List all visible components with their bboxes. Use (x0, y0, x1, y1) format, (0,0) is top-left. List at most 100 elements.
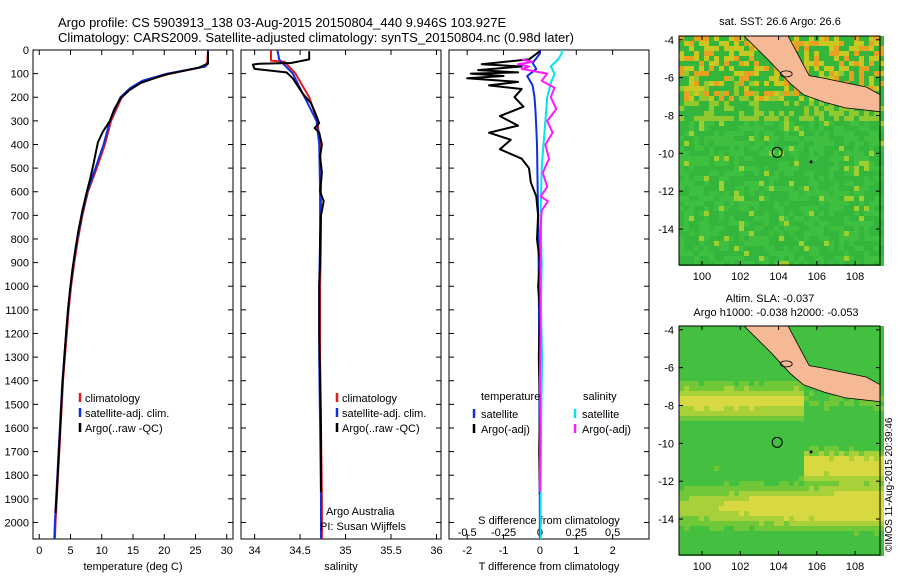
sla_map-island (809, 450, 813, 454)
diff-legend-label: satellite (481, 409, 518, 421)
sla_map-ytick-label: -10 (658, 438, 674, 450)
depth-tick-label: 1400 (5, 376, 29, 388)
sla_map-ytick-label: -4 (664, 325, 674, 337)
difference-frame (448, 49, 650, 540)
salinity-series-line (251, 51, 325, 492)
salinity-series-line (270, 50, 323, 539)
temperature-series-line (54, 51, 209, 514)
sla_map-frame (678, 325, 881, 556)
temperature-xtick-label: 25 (189, 545, 201, 557)
sst_map-xtick-label: 102 (731, 271, 749, 283)
sst_map-ytick-label: -14 (658, 224, 674, 236)
sla_map-ytick-label: -8 (664, 400, 674, 412)
temperature-xtick-label: 15 (127, 545, 139, 557)
diff-legend-label: satellite (582, 409, 619, 421)
sla_map-xtick-label: 102 (731, 561, 749, 573)
temperature-series-line (53, 49, 209, 540)
temperature-xtick-label: 10 (96, 545, 108, 557)
diff-legend-header-temp: temperature (481, 391, 540, 403)
argo-australia-label: Argo Australia (326, 506, 395, 518)
depth-tick-label: 1900 (5, 494, 29, 506)
difference-stick-label: 0.5 (605, 527, 620, 539)
depth-tick-label: 1600 (5, 423, 29, 435)
salinity-frame (240, 49, 442, 540)
sla_map-ytick-label: -14 (658, 514, 674, 526)
difference-series-line (539, 50, 563, 539)
salinity-xtick-label: 35.5 (380, 545, 401, 557)
sla_map-argo-marker (771, 436, 783, 448)
difference-xtick-label: -2 (462, 545, 472, 557)
sst_map-frame (678, 35, 881, 266)
difference-stick-label: -0.25 (491, 527, 516, 539)
sst_map-ytick-label: -10 (658, 148, 674, 160)
sst_map-ytick-label: -4 (664, 35, 674, 47)
sst_map-island (809, 160, 813, 164)
depth-tick-label: 1700 (5, 447, 29, 459)
diff-legend-header-sal: salinity (583, 391, 617, 403)
sla-map-title: Altim. SLA: -0.037 (726, 293, 815, 305)
depth-tick-label: 100 (11, 69, 29, 81)
difference-xtick-label: 1 (573, 545, 579, 557)
temperature-series-line (53, 50, 209, 540)
depth-tick-label: 1000 (5, 281, 29, 293)
salinity-legend-label: Argo(..raw -QC) (342, 423, 420, 435)
salinity-xtick-label: 34 (249, 545, 261, 557)
sla_map-xtick-label: 104 (769, 561, 787, 573)
sst_map-island (779, 70, 793, 78)
depth-tick-label: 300 (11, 116, 29, 128)
difference-series-line (466, 50, 541, 495)
salinity-xlabel: salinity (324, 561, 358, 573)
depth-tick-label: 200 (11, 92, 29, 104)
difference-xtick-label: 0 (537, 545, 543, 557)
depth-tick-label: 500 (11, 163, 29, 175)
sla_map-image (679, 326, 884, 556)
temperature-legend-label: climatology (85, 393, 141, 405)
sst_map-ytick-label: -8 (664, 110, 674, 122)
depth-tick-label: 1300 (5, 352, 29, 364)
salinity-xtick-label: 35 (339, 545, 351, 557)
sla_map-ytick-label: -12 (658, 476, 674, 488)
difference-top-xlabel: S difference from climatology (478, 515, 620, 527)
sla_map-xtick-label: 106 (808, 561, 826, 573)
sla-map-subtitle: Argo h1000: -0.038 h2000: -0.053 (693, 307, 858, 319)
difference-stick-label: -0.5 (458, 527, 477, 539)
sla_map-xtick-label: 100 (693, 561, 711, 573)
difference-xtick-label: 2 (610, 545, 616, 557)
diff-legend-label: Argo(-adj) (582, 424, 631, 436)
sst-map-title: sat. SST: 26.6 Argo: 26.6 (719, 16, 841, 28)
sst_map-xtick-label: 108 (846, 271, 864, 283)
depth-tick-label: 2000 (5, 517, 29, 529)
sst_map-argo-marker (771, 146, 783, 158)
sst_map-ytick-label: -6 (664, 73, 674, 85)
difference-xlabel: T difference from climatology (479, 561, 620, 573)
salinity-series-line (276, 49, 322, 539)
pi-label: PI: Susan Wijffels (320, 521, 406, 533)
sla_map-island (779, 360, 793, 368)
temperature-frame (32, 49, 234, 540)
sst_map-xtick-label: 104 (769, 271, 787, 283)
depth-tick-label: 700 (11, 210, 29, 222)
difference-series-line (517, 58, 558, 492)
figure-title-line2: Climatology: CARS2009. Satellite-adjuste… (58, 30, 574, 45)
temperature-xtick-label: 20 (158, 545, 170, 557)
sla_map-ytick-label: -6 (664, 363, 674, 375)
depth-tick-label: 0 (23, 45, 29, 57)
sla_map-xtick-label: 108 (846, 561, 864, 573)
sst_map-ytick-label: -12 (658, 186, 674, 198)
depth-tick-label: 900 (11, 258, 29, 270)
depth-tick-label: 800 (11, 234, 29, 246)
depth-tick-label: 1200 (5, 328, 29, 340)
difference-xtick-label: -1 (499, 545, 509, 557)
salinity-legend-label: satellite-adj. clim. (342, 408, 426, 420)
depth-tick-label: 1100 (5, 305, 29, 317)
sst_map-xtick-label: 106 (808, 271, 826, 283)
temperature-xtick-label: 30 (221, 545, 233, 557)
sst_map-xtick-label: 100 (693, 271, 711, 283)
temperature-xtick-label: 0 (36, 545, 42, 557)
salinity-xtick-label: 36 (430, 545, 442, 557)
diff-legend-label: Argo(-adj) (481, 424, 530, 436)
salinity-xtick-label: 34.5 (289, 545, 310, 557)
temperature-xlabel: temperature (deg C) (83, 561, 182, 573)
difference-stick-label: 0.25 (566, 527, 587, 539)
